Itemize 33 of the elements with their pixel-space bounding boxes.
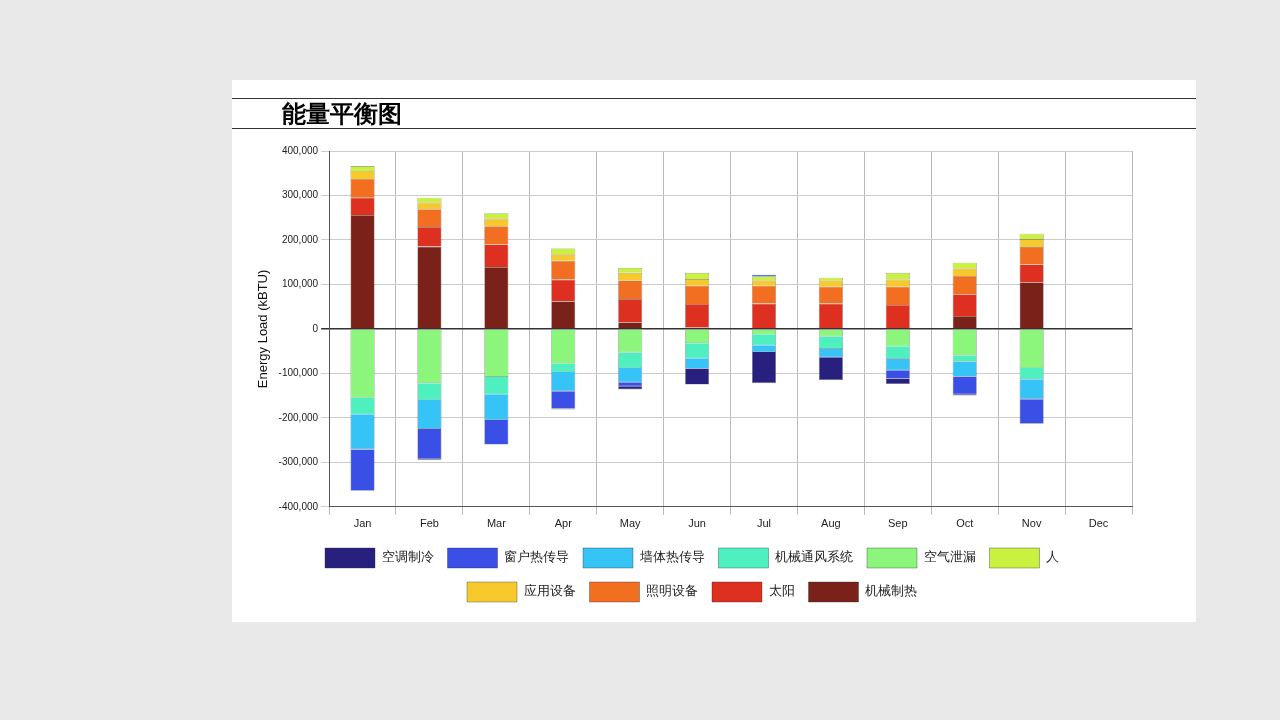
x-tick-label: Jun: [688, 517, 706, 530]
legend-label: 窗户热传导: [504, 549, 569, 565]
x-tick-label: Feb: [419, 517, 439, 530]
legend-label: 墙体热传导: [638, 549, 705, 565]
x-tick-label: Nov: [1021, 517, 1042, 530]
x-tick-label: May: [619, 517, 642, 530]
x-tick-label: Aug: [821, 517, 841, 530]
y-axis-title: Energy Load (kBTU): [255, 269, 271, 389]
y-tick-label: 400,000: [281, 144, 319, 156]
x-tick-label: Oct: [956, 517, 974, 530]
y-tick-label: -300,000: [278, 456, 319, 468]
x-tick-label: Jul: [756, 517, 772, 530]
legend-label: 机械通风系统: [775, 549, 853, 565]
legend-label: 照明设备: [646, 583, 698, 599]
y-tick-label: 300,000: [281, 189, 319, 201]
legend-label: 太阳: [768, 583, 795, 599]
y-tick-label: 200,000: [281, 233, 319, 245]
chart-title: 能量平衡图: [282, 99, 402, 130]
legend-label: 空调制冷: [381, 549, 434, 565]
x-tick-label: Jan: [353, 517, 372, 530]
legend-label: 空气泄漏: [923, 549, 976, 565]
x-tick-label: Apr: [554, 517, 573, 530]
x-tick-label: Mar: [486, 517, 507, 530]
legend-label: 机械制热: [865, 583, 917, 599]
x-tick-label: Sep: [888, 517, 908, 530]
y-tick-label: 100,000: [281, 278, 319, 290]
y-tick-label: -100,000: [278, 367, 319, 379]
y-tick-label: -400,000: [278, 500, 319, 512]
x-tick-label: Dec: [1088, 517, 1109, 530]
y-tick-label: -200,000: [278, 411, 319, 423]
y-tick-label: 0: [312, 322, 319, 334]
legend-label: 人: [1046, 549, 1059, 565]
legend-label: 应用设备: [523, 583, 576, 599]
